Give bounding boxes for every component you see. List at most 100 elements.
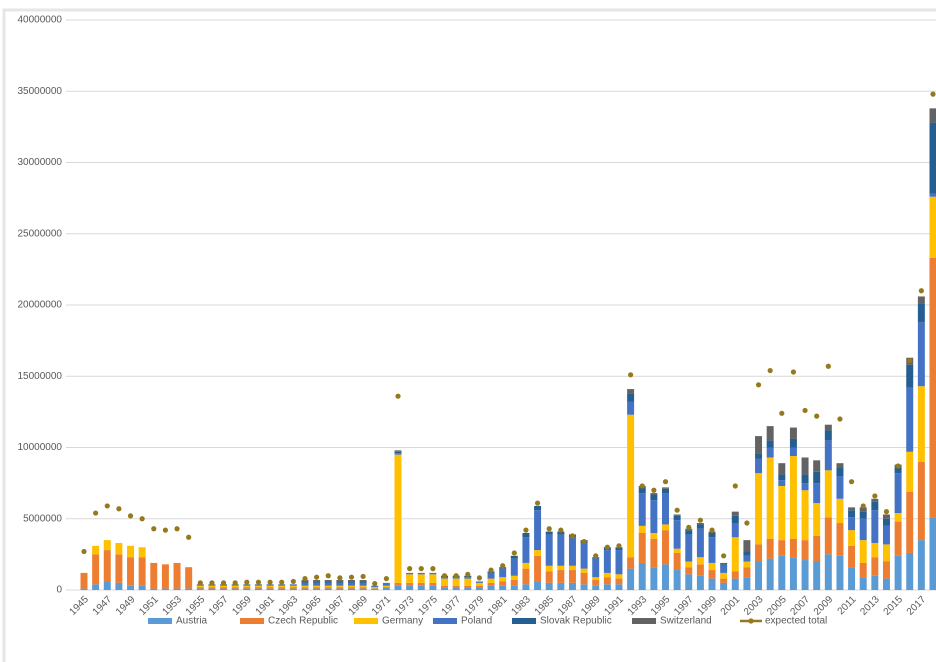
total-marker	[174, 526, 180, 532]
frame	[2, 8, 936, 662]
bar-segment	[871, 501, 879, 511]
bar-segment	[534, 555, 542, 582]
bar-segment	[522, 533, 530, 538]
total-marker	[697, 517, 703, 523]
bar-segment	[743, 555, 751, 562]
bar-segment	[394, 453, 402, 455]
total-marker	[476, 575, 483, 581]
bar-segment	[417, 582, 425, 586]
total-marker	[127, 513, 134, 519]
total-marker	[825, 363, 831, 369]
bar-segment	[138, 585, 146, 590]
bar-segment	[731, 571, 739, 579]
bar-segment	[464, 587, 472, 590]
bar-segment	[848, 510, 856, 518]
bar-segment	[359, 580, 367, 582]
bar-segment	[615, 547, 623, 551]
bar-segment	[429, 585, 437, 590]
bar-segment	[313, 582, 321, 586]
bar-segment	[882, 544, 890, 562]
bar-segment	[766, 440, 774, 448]
bar-segment	[289, 585, 297, 588]
bar-segment	[313, 587, 321, 589]
total-marker	[732, 483, 738, 489]
bar-segment	[348, 581, 355, 583]
total-marker	[709, 527, 715, 533]
y-tick-label: 40000000	[18, 15, 63, 26]
bar-segment	[220, 588, 228, 590]
total-marker	[628, 372, 634, 378]
total-marker	[279, 579, 285, 585]
bar-segment	[103, 581, 111, 590]
bar-segment	[720, 565, 728, 573]
bar-segment	[324, 585, 332, 588]
bar-segment	[522, 562, 530, 569]
bar-segment	[278, 587, 286, 589]
bar-segment	[382, 587, 390, 590]
bar-segment	[696, 523, 704, 525]
bar-segment	[301, 587, 309, 589]
bar-segment	[278, 584, 286, 586]
bar-segment	[394, 582, 402, 586]
bar-segment	[510, 575, 518, 581]
bar-segment	[929, 122, 936, 194]
bar-segment	[359, 587, 367, 589]
bar-segment	[755, 458, 763, 474]
bar-segment	[568, 565, 576, 571]
total-marker	[267, 579, 273, 585]
bar-segment	[348, 588, 355, 590]
bar-segment	[894, 521, 902, 556]
bar-segment	[557, 570, 565, 583]
bar-segment	[371, 587, 379, 589]
bar-segment	[510, 555, 518, 559]
bar-segment	[313, 585, 321, 588]
bar-segment	[627, 568, 635, 590]
bar-segment	[324, 580, 332, 582]
bar-segment	[441, 578, 449, 586]
bar-segment	[917, 461, 925, 541]
bar-segment	[720, 572, 728, 579]
total-marker	[895, 463, 901, 469]
legend-swatch	[632, 618, 656, 624]
bar-segment	[475, 585, 483, 588]
bar-segment	[650, 538, 658, 568]
bar-segment	[359, 585, 367, 588]
total-marker	[383, 576, 389, 582]
bar-segment	[464, 577, 472, 579]
bar-segment	[452, 585, 460, 588]
bar-segment	[871, 575, 879, 590]
total-marker	[418, 566, 424, 572]
total-marker	[569, 533, 576, 539]
total-marker	[767, 367, 773, 374]
bar-segment	[894, 473, 902, 514]
bar-segment	[289, 584, 297, 586]
total-marker	[395, 393, 401, 399]
bar-segment	[627, 389, 635, 394]
bar-segment	[859, 540, 867, 563]
bar-segment	[534, 505, 542, 511]
bar-segment	[778, 485, 786, 541]
bar-segment	[127, 545, 135, 558]
legend-marker	[748, 618, 754, 624]
bar-segment	[627, 557, 635, 569]
bar-segment	[824, 470, 832, 518]
bar-segment	[696, 564, 704, 576]
bar-segment	[871, 542, 879, 558]
y-tick-label: 20000000	[18, 300, 63, 311]
bar-segment	[673, 520, 681, 549]
bar-segment	[650, 493, 658, 495]
legend-swatch	[433, 618, 457, 624]
bar-segment	[720, 582, 728, 590]
bar-segment	[650, 500, 658, 533]
bar-segment	[534, 550, 542, 556]
bar-segment	[196, 587, 204, 589]
bar-segment	[289, 588, 297, 590]
bar-segment	[859, 577, 867, 590]
bar-segment	[254, 585, 262, 588]
bar-segment	[382, 582, 390, 586]
bar-segment	[848, 507, 856, 511]
bar-segment	[80, 572, 88, 589]
bar-segment	[801, 490, 809, 541]
total-marker	[837, 416, 843, 422]
bar-segment	[464, 578, 472, 586]
